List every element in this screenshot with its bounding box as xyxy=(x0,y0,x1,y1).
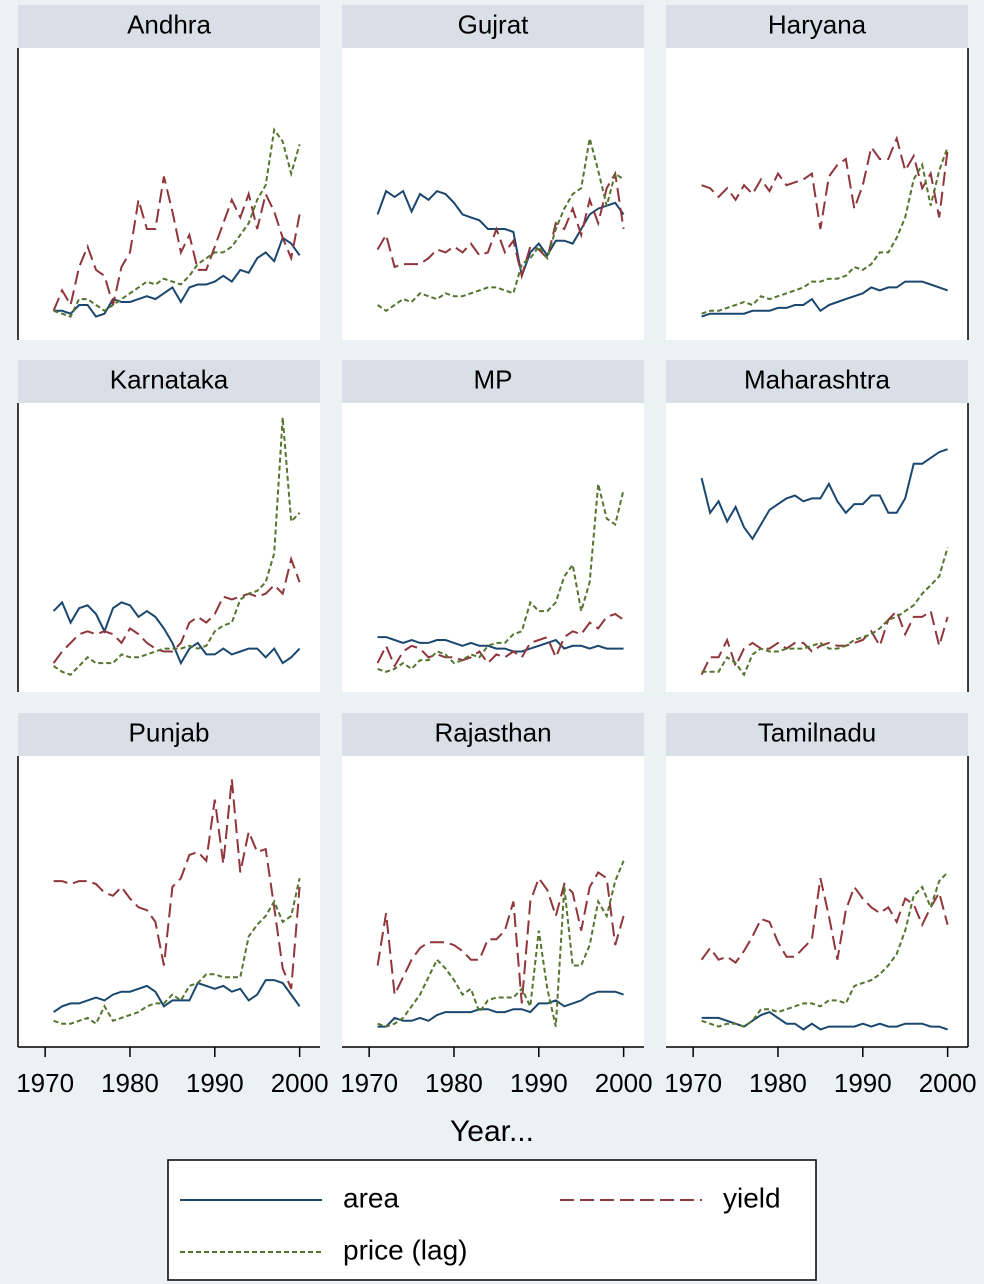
panel-strip xyxy=(18,713,320,756)
x-tick-label: 1980 xyxy=(425,1068,483,1098)
series-line xyxy=(53,877,301,1026)
panel-title: Tamilnadu xyxy=(758,717,877,747)
series-line xyxy=(701,146,949,315)
legend-label: yield xyxy=(723,1182,781,1213)
plot-area xyxy=(18,756,320,1047)
x-tick-label: 1980 xyxy=(749,1068,807,1098)
series-line xyxy=(53,236,301,318)
series-line xyxy=(52,176,301,312)
series-line xyxy=(700,448,948,541)
x-tick-label: 1990 xyxy=(510,1068,568,1098)
panel-strip xyxy=(666,713,968,756)
panel-title: Karnataka xyxy=(110,364,229,394)
x-tick-label: 1970 xyxy=(16,1068,74,1098)
x-tick-label: 1990 xyxy=(834,1068,892,1098)
panel-title: Rajasthan xyxy=(434,717,551,747)
panel-strip xyxy=(666,360,968,403)
panel-strip xyxy=(18,360,320,403)
series-line xyxy=(53,779,301,990)
x-tick-label: 1990 xyxy=(186,1068,244,1098)
legend-box xyxy=(167,1159,817,1281)
x-tick-label: 1970 xyxy=(664,1068,722,1098)
panel-title: Haryana xyxy=(768,9,867,39)
series-line xyxy=(377,138,625,313)
series-line xyxy=(701,280,948,318)
x-tick-label: 1970 xyxy=(340,1068,398,1098)
panel-title: Punjab xyxy=(129,717,210,747)
plot-area xyxy=(666,48,968,340)
series-line xyxy=(377,990,624,1028)
x-tick-label: 2000 xyxy=(919,1068,977,1098)
panel-strip xyxy=(342,360,644,403)
legend-label: area xyxy=(343,1182,399,1213)
series-line xyxy=(376,170,625,280)
plot-area xyxy=(666,756,968,1047)
panel-title: MP xyxy=(474,364,513,394)
panel-strip xyxy=(18,5,320,48)
series-line xyxy=(377,860,625,1028)
x-tick-label: 2000 xyxy=(271,1068,329,1098)
series-line xyxy=(700,609,949,676)
series-line xyxy=(701,547,949,677)
plot-area xyxy=(666,403,968,692)
panel-strip xyxy=(342,713,644,756)
series-line xyxy=(377,483,625,673)
series-line xyxy=(52,600,301,666)
series-line xyxy=(53,979,301,1013)
series-line xyxy=(376,870,625,1004)
x-tick-label: 1980 xyxy=(101,1068,159,1098)
panel-title: Maharashtra xyxy=(744,364,890,394)
plot-area xyxy=(342,48,644,340)
panel-title: Gujrat xyxy=(458,9,530,39)
x-tick-label: 2000 xyxy=(595,1068,653,1098)
x-axis-title: Year... xyxy=(450,1115,534,1148)
series-line xyxy=(701,135,949,230)
series-line xyxy=(701,871,949,1028)
series-line xyxy=(53,417,301,676)
series-line xyxy=(700,877,949,964)
panel-title: Andhra xyxy=(127,9,211,39)
panel-strip xyxy=(342,5,644,48)
panel-strip xyxy=(666,5,968,48)
series-line xyxy=(377,636,624,653)
legend-label: price (lag) xyxy=(343,1234,467,1265)
